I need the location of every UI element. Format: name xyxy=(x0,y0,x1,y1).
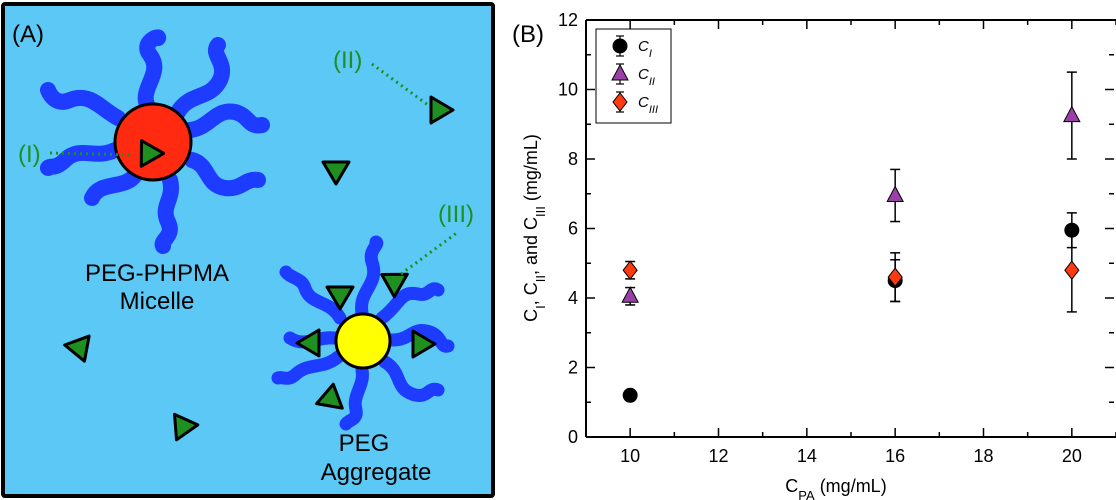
legend-label: CI xyxy=(638,38,652,60)
series-1 xyxy=(622,212,1080,403)
panel-a-tag: (A) xyxy=(12,21,44,48)
chart: 10 12 14 16 18 20 0 2 4 6 8 10 12 CPA (mg/mL) CI, CII,… xyxy=(521,10,1116,500)
data-point xyxy=(1064,260,1080,281)
label-I: (I) xyxy=(18,141,41,168)
x-tick-label: 10 xyxy=(620,446,640,466)
aggregate-core xyxy=(334,312,392,370)
x-tick-label: 16 xyxy=(885,446,905,466)
y-tick-label: 10 xyxy=(558,80,578,100)
aggregate-peg-chains xyxy=(271,235,455,431)
legend-marker xyxy=(611,63,629,81)
x-tick-label: 18 xyxy=(973,446,993,466)
data-point xyxy=(886,185,905,202)
label-II: (II) xyxy=(333,47,362,74)
x-axis-label: CPA (mg/mL) xyxy=(785,476,886,500)
panel-a-background xyxy=(1,2,495,498)
data-point xyxy=(887,267,903,287)
series-2 xyxy=(621,71,1081,306)
aggregate-caption-line1: PEG xyxy=(339,430,390,457)
x-tick-label: 14 xyxy=(797,446,817,466)
data-point xyxy=(622,260,638,281)
y-axis-label: CI, CII, and CIII (mg/mL) xyxy=(521,134,548,322)
data-point xyxy=(1063,105,1081,123)
legend-marker xyxy=(612,38,628,54)
label-I-leader xyxy=(49,151,134,157)
peg-phpma-micelle: (I) xyxy=(18,29,270,254)
y-tick-label: 6 xyxy=(568,219,578,239)
x-tick-label: 20 xyxy=(1062,446,1082,466)
data-point xyxy=(622,387,638,403)
micelle-core xyxy=(113,102,193,182)
y-tick-label: 12 xyxy=(558,10,578,30)
micelle-caption-line1: PEG-PHPMA xyxy=(85,260,229,287)
y-tick-label: 2 xyxy=(568,358,578,378)
x-tick-label: 12 xyxy=(708,446,728,466)
data-point xyxy=(621,286,640,303)
label-III: (III) xyxy=(438,201,474,228)
peg-aggregate: (III) xyxy=(271,201,474,431)
panel-b: (B) 10 12 14 16 18 20 0 2 4 6 8 10 12 CPA (mg/mL) CI, … xyxy=(512,10,1116,500)
micelle-caption-line2: Micelle xyxy=(120,288,195,315)
y-tick-label: 0 xyxy=(568,427,578,447)
legend-label: CIII xyxy=(638,94,658,116)
legend-box xyxy=(595,28,672,124)
series-3 xyxy=(622,227,1080,313)
panel-a: (A) (I) PEG-PHPMA Micelle (II) xyxy=(1,2,495,498)
legend-marker xyxy=(612,92,628,112)
legend-label: CII xyxy=(638,66,655,88)
legend: CI CII CIII xyxy=(595,28,672,124)
y-tick-label: 4 xyxy=(568,288,578,308)
panel-b-tag: (B) xyxy=(512,21,544,48)
aggregate-caption-line2: Aggregate xyxy=(321,459,432,486)
y-tick-label: 8 xyxy=(568,149,578,169)
